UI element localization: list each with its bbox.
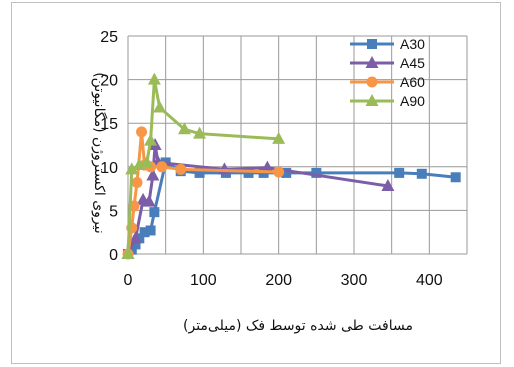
data-point-a30: [130, 239, 141, 250]
legend-marker-a60: [366, 76, 378, 88]
data-point-a30: [243, 167, 254, 178]
series-a90: [121, 72, 286, 259]
data-point-a30: [139, 227, 150, 238]
data-point-a60: [273, 166, 285, 178]
data-point-a60: [175, 163, 187, 175]
data-point-a30: [194, 167, 205, 178]
x-tick-label: 0: [124, 272, 133, 289]
data-point-a45: [129, 231, 143, 244]
y-tick-label: 20: [100, 73, 118, 90]
legend-marker-a30: [367, 39, 377, 49]
data-point-a90: [153, 100, 167, 113]
data-point-a30: [311, 167, 322, 178]
y-axis-title: نیروی اکستروژن (مگانیوتن): [91, 72, 108, 234]
data-point-a30: [145, 225, 156, 236]
y-tick-label: 0: [109, 247, 118, 264]
data-point-a60: [131, 176, 143, 188]
legend-label-a90: A90: [400, 93, 425, 109]
legend-label-a30: A30: [400, 36, 425, 52]
series-line-a60: [126, 130, 279, 255]
data-point-a30: [281, 167, 292, 178]
series-layer: [121, 72, 461, 260]
data-point-a45: [142, 194, 156, 207]
data-point-a60: [156, 161, 168, 173]
y-tick-label: 5: [109, 203, 118, 220]
x-axis-title: مسافت طی شده توسط فک (میلی‌متر): [183, 318, 413, 334]
chart-frame: [11, 2, 501, 364]
legend-item-a45: A45: [350, 55, 425, 71]
data-point-a30: [126, 244, 137, 255]
data-point-a90: [140, 155, 154, 168]
data-point-a60: [136, 126, 148, 138]
x-tick-label: 300: [341, 272, 368, 289]
data-point-a90: [121, 247, 135, 259]
data-point-a90: [178, 122, 191, 135]
axis-ticks: 0 5 10 15 20 25 0 100 200 300 400: [100, 29, 443, 289]
series-line-a45: [126, 143, 389, 255]
data-point-a30: [416, 168, 427, 179]
legend-label-a60: A60: [400, 74, 425, 90]
data-point-a45: [381, 178, 395, 191]
data-point-a45: [146, 168, 160, 181]
y-tick-label: 15: [100, 116, 118, 133]
data-point-a30: [149, 207, 160, 218]
series-a45: [121, 138, 395, 259]
grid-lines: [127, 35, 468, 255]
data-point-a90: [193, 126, 207, 139]
data-point-a45: [260, 160, 274, 173]
data-point-a90: [144, 133, 158, 146]
x-tick-label: 400: [416, 272, 443, 289]
legend-item-a90: A90: [350, 93, 425, 109]
x-tick-label: 200: [265, 272, 292, 289]
legend-label-a45: A45: [400, 55, 425, 71]
legend-item-a30: A30: [350, 36, 425, 52]
data-point-a90: [272, 131, 286, 144]
x-tick-label: 100: [190, 272, 217, 289]
legend-marker-a45: [365, 56, 379, 68]
series-line-a30: [126, 160, 456, 255]
data-point-a90: [125, 162, 139, 175]
legend-item-a60: A60: [350, 74, 425, 90]
data-point-a90: [147, 72, 161, 85]
legend: A30 A45 A60 A90: [350, 36, 425, 109]
data-point-a30: [450, 172, 461, 183]
y-tick-label: 25: [100, 29, 118, 46]
legend-marker-a90: [365, 94, 379, 106]
y-tick-label: 10: [100, 160, 118, 177]
data-point-a30: [394, 167, 405, 178]
